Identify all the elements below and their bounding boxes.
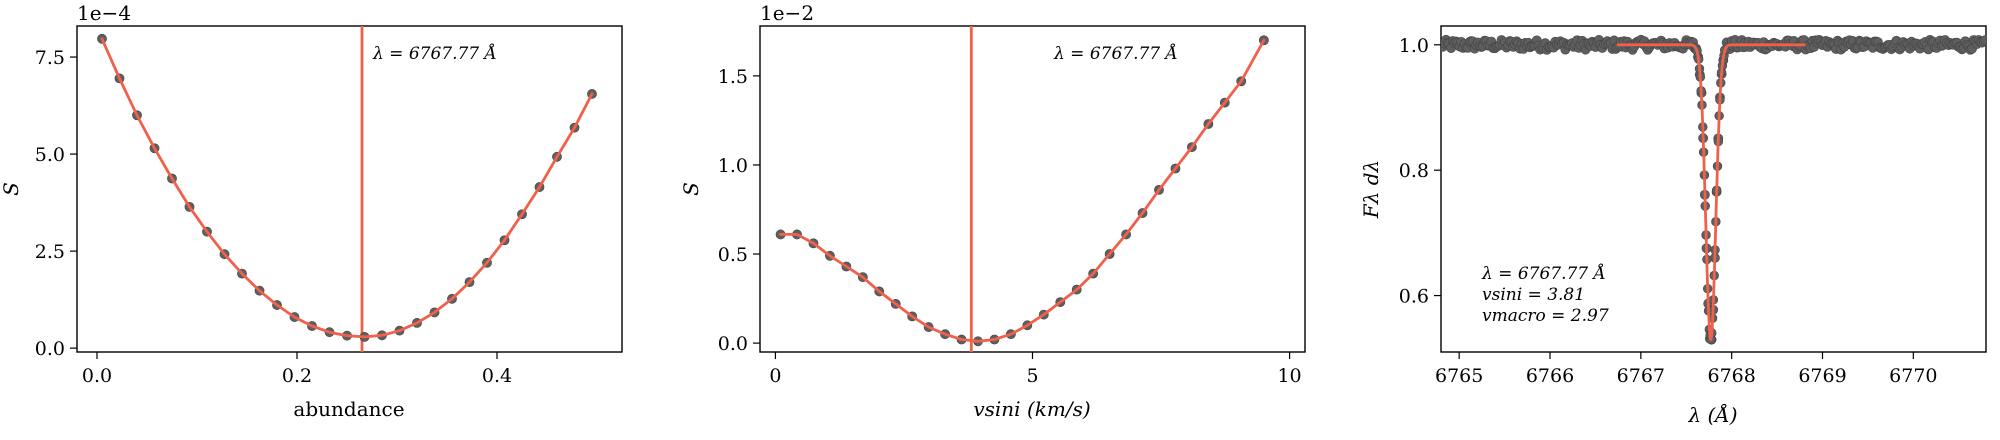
annotation-line-0: λ = 6767.77 Å (372, 43, 497, 64)
fit-curve (779, 38, 1266, 343)
x-ticks: 0 5 10 (769, 352, 1302, 387)
x-tick-label: 0.2 (282, 365, 312, 387)
plot-area (775, 26, 1269, 352)
x-tick-label: 6767 (1617, 365, 1665, 387)
y-tick-label: 0.0 (35, 338, 65, 360)
x-tick-label: 6770 (1889, 365, 1937, 387)
plot-area (1441, 34, 1986, 345)
y-tick-label: 0.6 (1399, 286, 1429, 308)
data-point (1980, 35, 1986, 45)
x-tick-label: 6768 (1707, 365, 1755, 387)
panel-abundance: 0.0 0.2 0.4 0.02.55.07.5 abundance S 1e−4 … (0, 1, 623, 421)
annotation-line-1: vsini = 3.81 (1482, 285, 1585, 305)
y-ticks: 0.0 0.5 1.0 1.5 (718, 66, 760, 355)
x-tick-label: 6765 (1435, 365, 1483, 387)
x-tick-label: 0.0 (82, 365, 112, 387)
y-axis-label: S (0, 182, 23, 196)
y-ticks: 0.6 0.8 1.0 (1399, 35, 1441, 308)
y-tick-label: 1.0 (1399, 35, 1429, 57)
observed-spectrum (1441, 34, 1986, 345)
y-ticks: 0.0 2.5 5.0 7.5 (35, 47, 77, 360)
model-profile (1616, 43, 1806, 341)
x-axis-label: abundance (293, 397, 404, 421)
panel-vsini: 0 5 10 0.0 0.5 1.0 1.5 vsini (km/s) S 1e−2 λ … (679, 1, 1306, 421)
plot-area (97, 26, 597, 352)
y-axis-label: S (679, 182, 703, 196)
plot-frame (76, 25, 623, 353)
fit-curve (100, 37, 594, 339)
x-tick-label: 6766 (1526, 365, 1574, 387)
plot-frame (1440, 25, 1987, 353)
y-axis-label: Fλ dλ (1359, 160, 1383, 219)
annotation-line-0: λ = 6767.77 Å (1481, 263, 1606, 284)
x-axis-label: λ (Å) (1687, 402, 1737, 427)
x-tick-label: 0.4 (482, 365, 512, 387)
plot-frame (759, 25, 1306, 353)
x-ticks: 0.0 0.2 0.4 (82, 352, 512, 387)
y-tick-label: 0.8 (1399, 160, 1429, 182)
x-ticks: 6765 6766 6767 6768 6769 6770 (1435, 352, 1938, 387)
offset-label: 1e−4 (77, 1, 131, 25)
annotation-line-2: vmacro = 2.97 (1482, 306, 1609, 326)
y-tick-label: 1.0 (718, 155, 748, 177)
x-tick-label: 5 (1026, 365, 1038, 387)
x-tick-label: 10 (1277, 365, 1301, 387)
y-tick-label: 2.5 (35, 241, 65, 263)
y-tick-label: 0.5 (718, 244, 748, 266)
offset-label: 1e−2 (760, 1, 814, 25)
y-tick-label: 7.5 (35, 47, 65, 69)
annotation-line-0: λ = 6767.77 Å (1053, 43, 1178, 64)
x-axis-label: vsini (km/s) (973, 397, 1090, 421)
y-tick-label: 0.0 (718, 333, 748, 355)
y-tick-label: 1.5 (718, 66, 748, 88)
y-tick-label: 5.0 (35, 144, 65, 166)
x-tick-label: 0 (769, 365, 781, 387)
panel-line-profile: 6765 6766 6767 6768 6769 6770 0.6 0.8 1.0 λ (Å)… (1359, 25, 1987, 427)
x-tick-label: 6769 (1798, 365, 1846, 387)
